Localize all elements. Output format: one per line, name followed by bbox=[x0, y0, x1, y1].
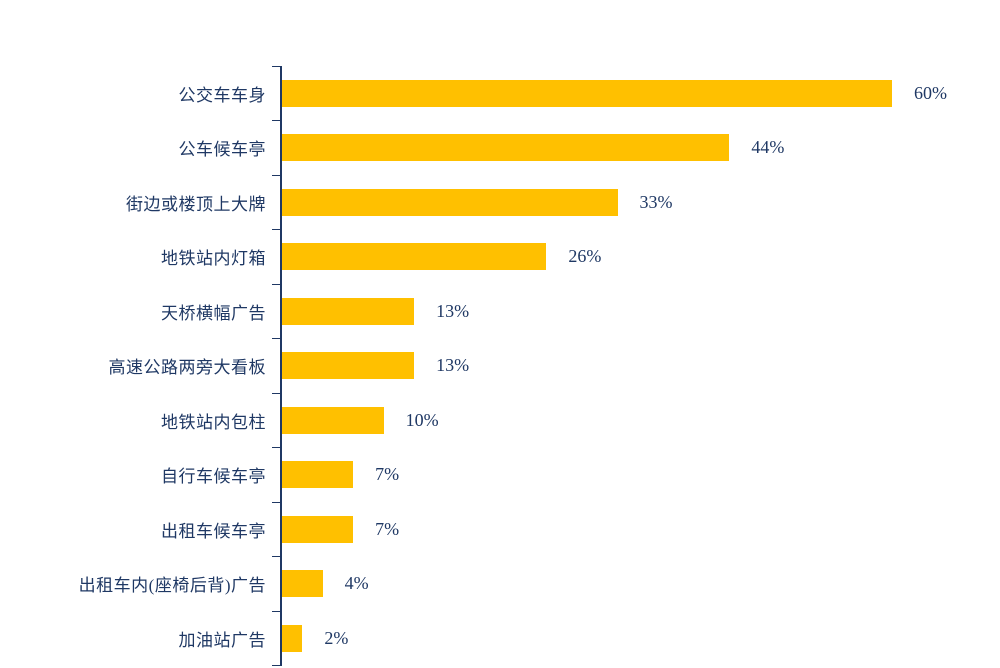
bar-row: 街边或楼顶上大牌 33% bbox=[0, 174, 1000, 230]
bar bbox=[282, 243, 547, 271]
value-label: 60% bbox=[914, 82, 947, 103]
bar-row: 出租车内(座椅后背)广告 4% bbox=[0, 556, 1000, 611]
bar-row: 公车候车亭 44% bbox=[0, 120, 1000, 175]
category-label: 自行车候车亭 bbox=[161, 467, 266, 487]
category-label: 地铁站内包柱 bbox=[161, 412, 266, 432]
value-label: 7% bbox=[375, 518, 400, 539]
category-label: 出租车内(座椅后背)广告 bbox=[78, 576, 266, 596]
bar-cell: 7% bbox=[272, 447, 1000, 502]
category-label: 天桥横幅广告 bbox=[161, 303, 266, 323]
bar-cell: 44% bbox=[272, 120, 1000, 175]
category-label: 出租车候车亭 bbox=[161, 521, 266, 541]
bar-cell: 4% bbox=[272, 556, 1000, 611]
bar-row: 出租车候车亭 7% bbox=[0, 501, 1000, 557]
category-label: 地铁站内灯箱 bbox=[161, 249, 266, 269]
bar bbox=[282, 461, 354, 489]
bar bbox=[282, 352, 415, 380]
value-label: 13% bbox=[436, 355, 470, 376]
bar-cell: 10% bbox=[272, 392, 1000, 448]
bar bbox=[282, 79, 892, 107]
bar bbox=[282, 134, 730, 162]
bar-cell: 7% bbox=[272, 501, 1000, 557]
value-label: 2% bbox=[324, 627, 349, 648]
bar-row: 地铁站内包柱 10% bbox=[0, 392, 1000, 448]
bar-row: 高速公路两旁大看板 13% bbox=[0, 338, 1000, 393]
bar bbox=[282, 406, 384, 434]
bar-cell: 33% bbox=[272, 174, 1000, 230]
bar-cell: 13% bbox=[272, 283, 1000, 339]
value-label: 10% bbox=[405, 409, 439, 430]
value-label: 13% bbox=[436, 300, 470, 321]
value-label: 7% bbox=[375, 464, 400, 485]
bar-row: 自行车候车亭 7% bbox=[0, 447, 1000, 502]
bar-rows: 公交车车身 60% 公车候车亭 44% 街边或楼顶上大牌 33% 地铁站内灯箱 26% 天桥横幅… bbox=[0, 65, 1000, 666]
value-label: 26% bbox=[568, 246, 602, 267]
category-label: 高速公路两旁大看板 bbox=[108, 358, 266, 378]
bar bbox=[282, 188, 618, 216]
category-label: 街边或楼顶上大牌 bbox=[126, 194, 266, 214]
category-label: 公车候车亭 bbox=[178, 140, 266, 160]
category-label: 公交车车身 bbox=[178, 85, 266, 105]
value-label: 44% bbox=[751, 137, 785, 158]
bar-cell: 2% bbox=[272, 610, 1000, 666]
bar-cell: 60% bbox=[272, 65, 1000, 121]
bar-cell: 26% bbox=[272, 229, 1000, 284]
bar bbox=[282, 515, 354, 543]
value-label: 4% bbox=[344, 573, 369, 594]
bar-row: 公交车车身 60% bbox=[0, 65, 1000, 121]
bar-row: 天桥横幅广告 13% bbox=[0, 283, 1000, 339]
bar bbox=[282, 570, 323, 598]
bar-row: 地铁站内灯箱 26% bbox=[0, 229, 1000, 284]
plot-area: 公交车车身 60% 公车候车亭 44% 街边或楼顶上大牌 33% 地铁站内灯箱 26% 天桥横幅… bbox=[0, 65, 1000, 666]
bar-row: 加油站广告 2% bbox=[0, 610, 1000, 666]
category-label: 加油站广告 bbox=[178, 630, 266, 650]
value-label: 33% bbox=[639, 191, 673, 212]
bar bbox=[282, 624, 303, 652]
bar-cell: 13% bbox=[272, 338, 1000, 393]
bar bbox=[282, 297, 415, 325]
